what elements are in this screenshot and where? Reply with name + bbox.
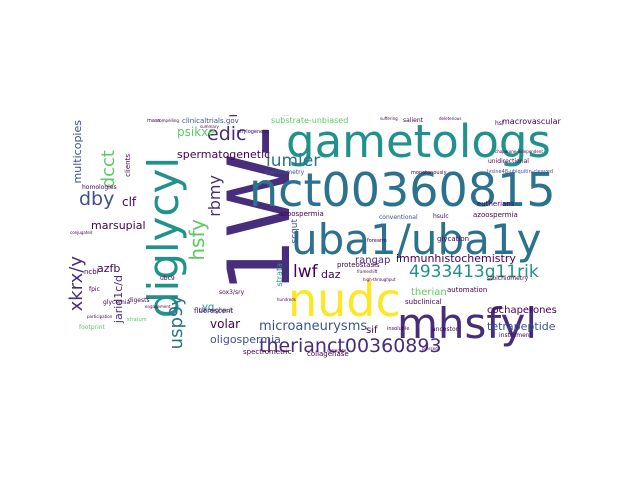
word-surrogate: surrogate xyxy=(327,348,347,353)
word-engagement: engagement xyxy=(145,304,171,309)
word-clf: clf xyxy=(122,195,137,209)
word-cochaperones: cochaperones xyxy=(487,305,557,316)
word-therianct00360893: therianct00360893 xyxy=(259,335,442,357)
word-high-throughput: high-throughput xyxy=(363,277,396,282)
word-hsulc: hsulc xyxy=(433,213,449,220)
word-forearm: forearm xyxy=(367,238,387,244)
word-compelling: compelling xyxy=(157,118,179,123)
word-lwf: lwf xyxy=(293,262,318,282)
word-volar: volar xyxy=(210,317,241,331)
word-uba1-uba1y: uba1/uba1y xyxy=(291,215,542,264)
word-usp9y: usp9y xyxy=(166,295,187,350)
word-footprint: footprint xyxy=(79,324,105,331)
word-conjugated: conjugated xyxy=(70,230,93,235)
word-mhsfyl: mhsfyl xyxy=(397,299,537,348)
word-daz: daz xyxy=(321,268,341,281)
word-summary: summary xyxy=(200,124,219,129)
word-stratum: stratum xyxy=(127,317,147,323)
word-spectrometric: spectrometric xyxy=(243,348,292,356)
word-monotonously: monotonously xyxy=(411,170,447,176)
word-macrovascular: macrovascular xyxy=(502,117,561,126)
word-deleterious: deleterious xyxy=(439,116,462,121)
word-ancestor: ancestor xyxy=(432,326,459,333)
word-dby: dby xyxy=(79,188,115,210)
word-conventional: conventional xyxy=(379,214,418,221)
word-unidirectional: unidirectional xyxy=(488,158,529,165)
word-clients: clients xyxy=(124,154,132,177)
word-therian: therian xyxy=(411,287,447,298)
word-stoichiometry: stoichiometry xyxy=(487,275,529,282)
word-spectrometry: spectrometry xyxy=(264,169,305,176)
word-throughput: throughput xyxy=(199,307,233,314)
word-dcct: dcct xyxy=(98,150,119,189)
word-glycemia: glycemia xyxy=(103,299,131,306)
word-subclinical: subclinical xyxy=(405,298,442,306)
word-ubc9: ubc9 xyxy=(160,275,175,282)
word-suffering: suffering xyxy=(380,116,398,121)
word-glycation: glycation xyxy=(437,235,470,243)
word-nct00360815: nct00360815 xyxy=(249,163,556,217)
word-edic: edic xyxy=(207,123,247,145)
word-spermatogenetic: spermatogenetic xyxy=(177,148,271,161)
word-ncbi: ncbi xyxy=(84,268,99,276)
word-homologies: homologies xyxy=(82,184,117,191)
word-azfb: azfb xyxy=(97,262,121,275)
word-lumier: lumier xyxy=(266,151,321,171)
word-collagenase: collagenase xyxy=(307,350,349,358)
word-chaperone-independent: chaperone-independent xyxy=(495,149,543,154)
word-digests: digests xyxy=(128,297,150,304)
word-pressed: pressed xyxy=(422,346,438,351)
word-fpic: fpic xyxy=(89,286,100,293)
word-hsfy-like: hsfy xyxy=(185,219,209,261)
word-instrument: instrument xyxy=(499,332,532,339)
word-diglycyl: diglycyl xyxy=(139,157,188,319)
word-sox3-sry: sox3/sry xyxy=(219,289,245,296)
word-marsupial: marsupial xyxy=(91,219,146,232)
word-substrate-unbiased: substrate-unbiased xyxy=(271,116,349,125)
word-yq: yq xyxy=(202,302,215,313)
word-cloud: 1W-1 nct00360815 gametologs diglycyl uba… xyxy=(67,115,574,365)
word-immunhistochemistry: immunhistochemistry xyxy=(396,252,516,265)
word-strata: strata xyxy=(275,263,284,287)
word-tetrapeptide: tetrapeptide xyxy=(487,320,556,333)
word-fluorescent: fluorescent xyxy=(194,307,234,315)
word-gametologs: gametologs xyxy=(286,115,551,168)
word-hsf: hsf xyxy=(495,120,505,127)
word-multicopies: multicopies xyxy=(71,120,84,184)
word-scqut: scqut xyxy=(290,219,300,244)
word-frameshift: frameshift xyxy=(357,269,378,274)
word-salient: salient xyxy=(403,117,423,124)
word-insoluble: insoluble xyxy=(387,326,410,332)
word-eutherians: eutherians xyxy=(477,200,515,208)
word-xkrx-y: xkrx/y xyxy=(67,256,87,312)
word-microaneurysms: microaneurysms xyxy=(259,319,368,334)
word-4933413g11rik: 4933413g11rik xyxy=(409,262,539,282)
word-lysine48-ubiquitin-cleaved: lysine48-ubiquitin-cleaved xyxy=(487,169,554,175)
word-automation: automation xyxy=(447,286,488,294)
word-phylogenetic: phylogenetic xyxy=(237,129,270,135)
word-proteostasis: proteostasis xyxy=(337,261,380,269)
word-rangap: rangap xyxy=(355,255,391,266)
word-oligospermia: oligospermia xyxy=(210,333,281,346)
word-hundreds: hundreds xyxy=(277,297,296,302)
word-azoospermia: azoospermia xyxy=(279,210,324,218)
word-clinicaltrials-gov: clinicaltrials.gov xyxy=(182,117,239,125)
word-mass: mass xyxy=(147,118,161,124)
word-psikxe: psikxe xyxy=(177,125,216,139)
word-nudc: nudc xyxy=(288,273,401,327)
word-sif: sif xyxy=(366,325,378,336)
word-participation: participation xyxy=(87,314,113,319)
word-azoospermia-2: azoospermia xyxy=(473,211,518,219)
word-rbmy: rbmy xyxy=(205,175,224,217)
